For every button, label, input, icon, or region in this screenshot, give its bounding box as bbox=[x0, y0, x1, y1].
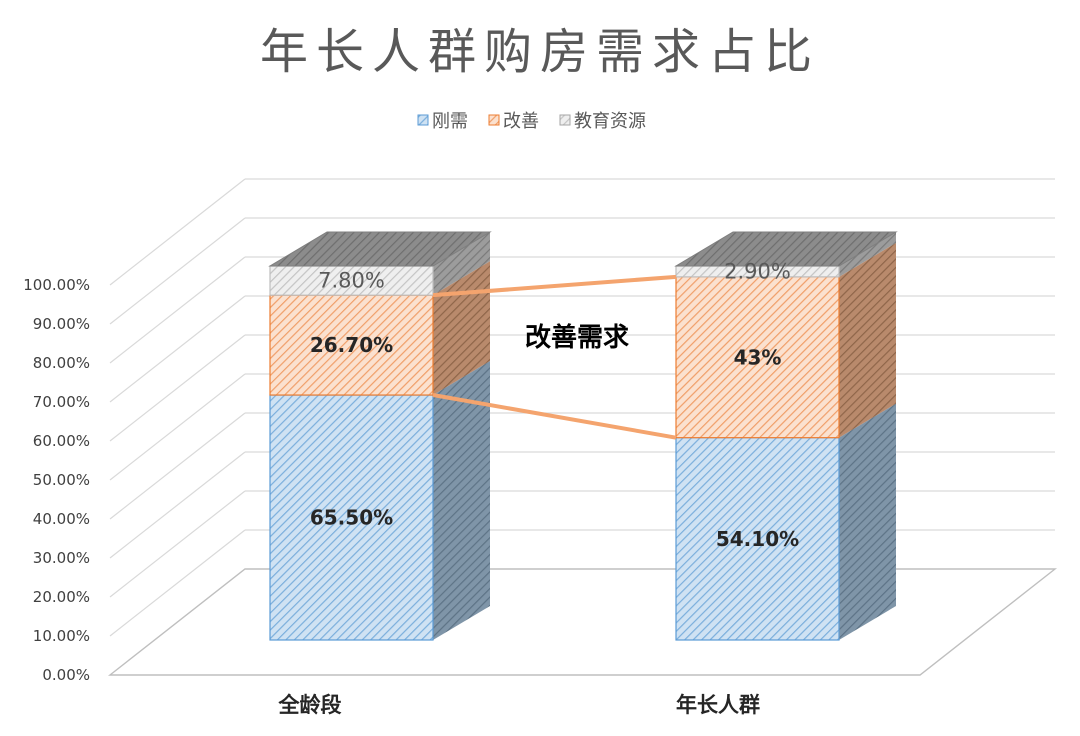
data-label-0-0: 65.50% bbox=[310, 506, 393, 530]
bar-0-2 bbox=[269, 265, 434, 296]
y-tick-label: 20.00% bbox=[33, 588, 90, 606]
grid-side-100 bbox=[109, 178, 246, 286]
grid-side-60 bbox=[109, 334, 246, 442]
data-label-1-1: 43% bbox=[734, 345, 782, 369]
bar-top-0 bbox=[268, 231, 492, 267]
chart-title: 年长人群购房需求占比 bbox=[260, 24, 820, 80]
grid-side-40 bbox=[109, 412, 246, 520]
y-tick-label: 50.00% bbox=[33, 471, 90, 489]
y-tick-label: 90.00% bbox=[33, 315, 90, 333]
bar-side-1-1 bbox=[839, 242, 896, 438]
data-label-1-2: 2.90% bbox=[724, 259, 791, 283]
bar-side-1-2 bbox=[839, 232, 896, 277]
grid-side-30 bbox=[109, 451, 246, 559]
y-axis: 0.00% 10.00% 20.00% 30.00% 40.00% 50.00% 60.00… bbox=[23, 276, 90, 684]
grid-side-20 bbox=[109, 490, 246, 598]
grid bbox=[107, 178, 1058, 676]
bar-side-0-2 bbox=[433, 232, 490, 296]
bar-0-0 bbox=[269, 394, 434, 641]
bar-1-1 bbox=[675, 276, 840, 439]
x-tick-label-1: 年长人群 bbox=[676, 692, 760, 717]
grid-side-80 bbox=[109, 256, 246, 364]
y-tick-label: 80.00% bbox=[33, 354, 90, 372]
y-tick-label: 40.00% bbox=[33, 510, 90, 528]
data-label-0-1: 26.70% bbox=[310, 333, 393, 357]
y-tick-label: 10.00% bbox=[33, 627, 90, 645]
legend-label-1: 改善 bbox=[503, 111, 539, 132]
connector-line-1 bbox=[432, 393, 677, 440]
data-label-1-0: 54.10% bbox=[716, 527, 799, 551]
connector-line-0 bbox=[432, 274, 677, 298]
y-tick-label: 30.00% bbox=[33, 549, 90, 567]
bar-side-0-0 bbox=[433, 361, 490, 640]
y-tick-label: 100.00% bbox=[23, 276, 90, 294]
data-labels: 65.50% 26.70% 7.80% 54.10% 43% 2.90% bbox=[310, 259, 799, 550]
x-tick-label-0: 全龄段 bbox=[278, 692, 342, 717]
bar-top-1 bbox=[674, 231, 898, 267]
legend-label-2: 教育资源 bbox=[574, 111, 646, 132]
data-label-0-2: 7.80% bbox=[318, 269, 385, 293]
legend-swatch-1 bbox=[488, 114, 500, 126]
grid-side-50 bbox=[109, 373, 246, 481]
bars bbox=[268, 231, 898, 641]
bar-0-1 bbox=[269, 294, 434, 396]
legend: 刚需 改善 教育资源 bbox=[417, 111, 646, 132]
y-tick-label: 70.00% bbox=[33, 393, 90, 411]
y-tick-label: 60.00% bbox=[33, 432, 90, 450]
legend-swatch-0 bbox=[417, 114, 429, 126]
legend-label-0: 刚需 bbox=[432, 111, 468, 132]
grid-side-70 bbox=[109, 295, 246, 403]
annotation-text: 改善需求 bbox=[525, 322, 629, 353]
x-axis: 全龄段 年长人群 bbox=[278, 692, 761, 717]
grid-side-10 bbox=[109, 529, 246, 637]
bar-1-0 bbox=[675, 437, 840, 641]
legend-swatch-2 bbox=[559, 114, 571, 126]
y-tick-label: 0.00% bbox=[42, 666, 90, 684]
bar-side-1-0 bbox=[839, 403, 896, 640]
grid-side-90 bbox=[109, 217, 246, 325]
floor bbox=[107, 568, 1058, 676]
connector-lines bbox=[432, 274, 677, 440]
